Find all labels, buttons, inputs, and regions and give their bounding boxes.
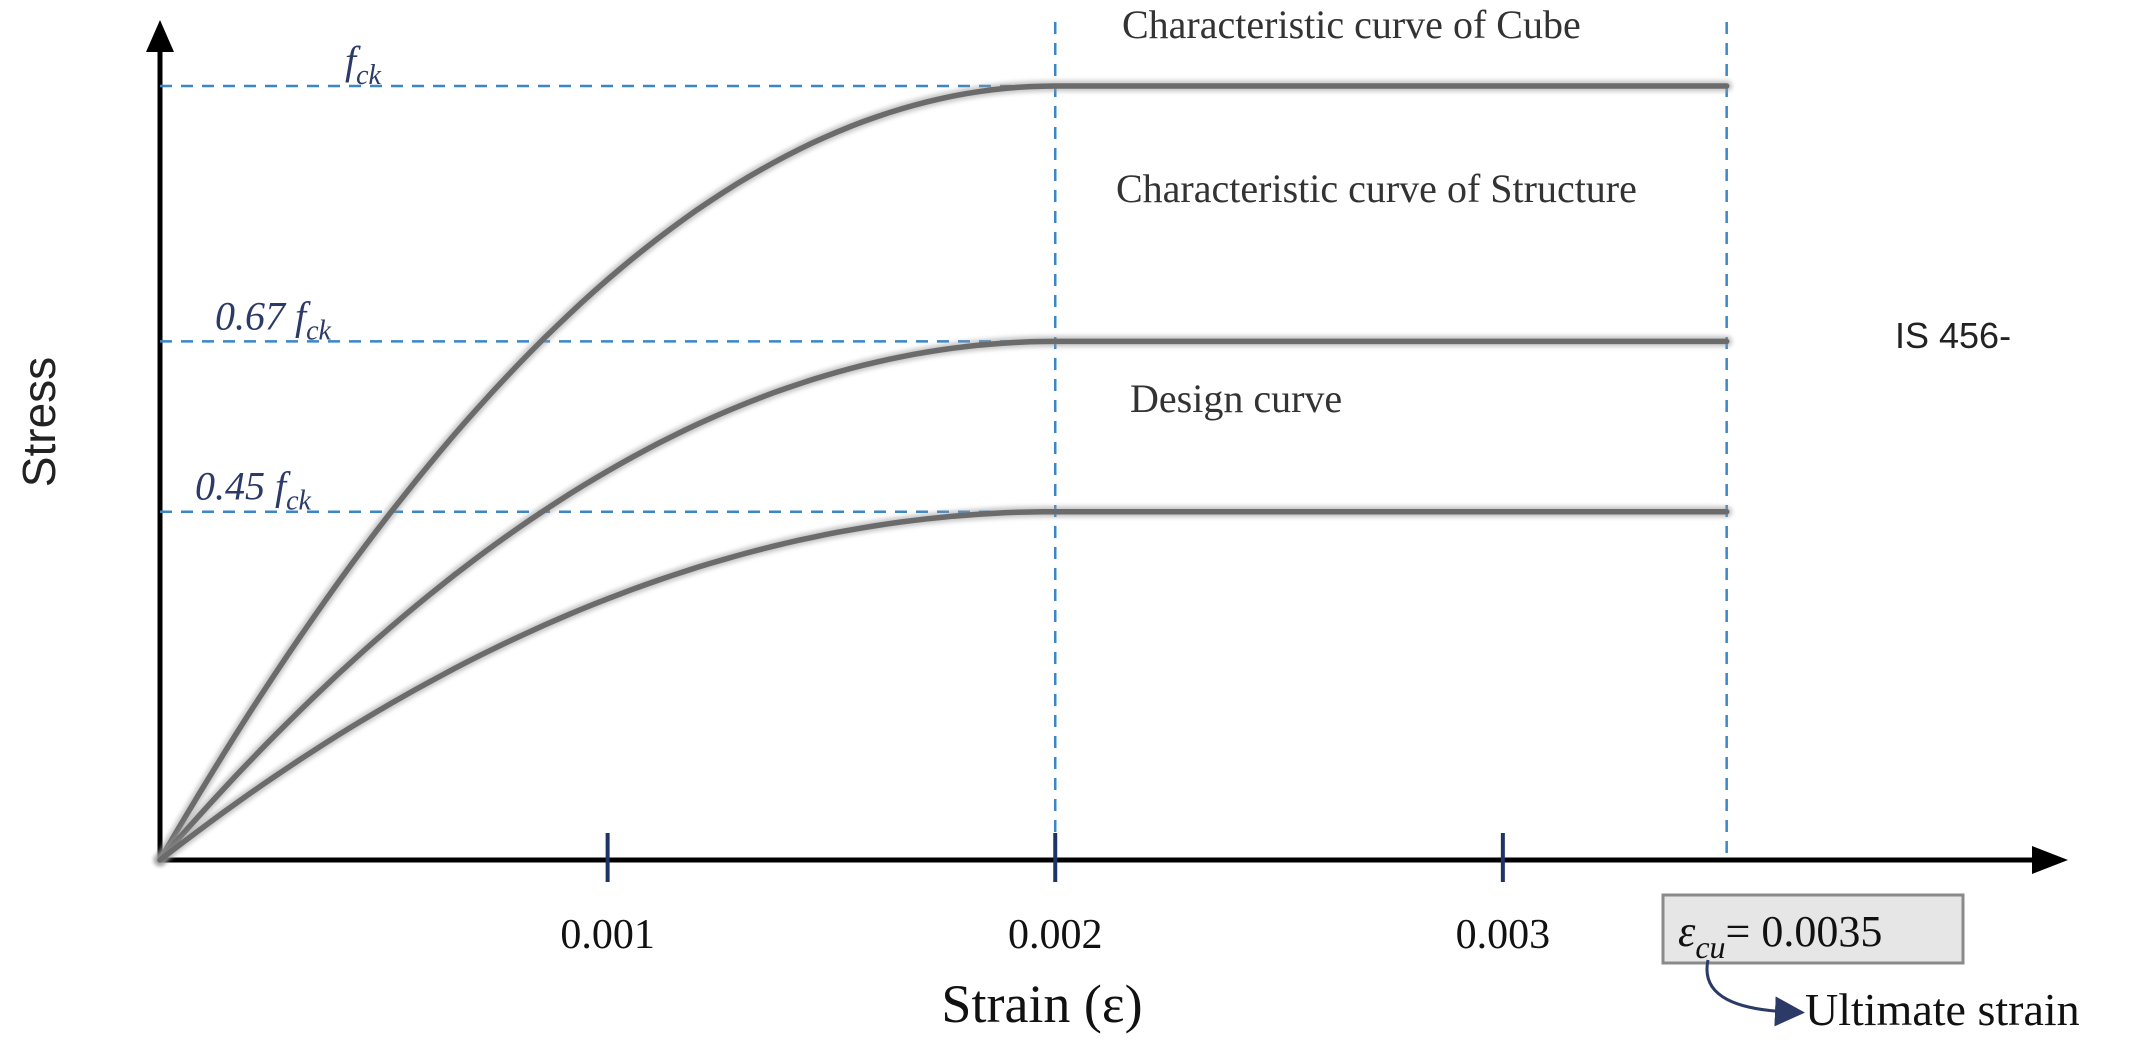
series-curve-shadow <box>154 335 1733 866</box>
ultimate-strain-value: = 0.0035 <box>1726 907 1883 956</box>
series-label: Characteristic curve of Structure <box>1116 166 1637 211</box>
series-curve <box>157 83 1730 863</box>
x-axis-arrowhead <box>2032 846 2068 874</box>
ultimate-strain-subscript: cu <box>1695 929 1725 965</box>
y-level-label-main: 0.67 f <box>215 293 311 338</box>
y-level-label-main: 0.45 f <box>195 464 291 509</box>
series-label: Characteristic curve of Cube <box>1122 2 1581 47</box>
x-axis-label: Strain (ε) <box>941 974 1142 1034</box>
series-curve <box>157 508 1730 863</box>
y-axis-arrowhead <box>146 20 174 52</box>
ultimate-strain-arrow <box>1705 959 1805 1027</box>
y-level-label: 0.67 fck <box>215 293 332 346</box>
ultimate-strain-symbol: ε <box>1678 907 1696 956</box>
y-level-label-subscript: ck <box>286 486 311 517</box>
standard-reference-note: IS 456- <box>1895 315 2011 356</box>
x-tick-label: 0.002 <box>1008 912 1103 958</box>
ultimate-strain-box <box>1661 893 1965 965</box>
ultimate-strain-note: Ultimate strain <box>1805 984 2080 1035</box>
x-tick-label: 0.001 <box>560 912 655 958</box>
y-level-label: 0.45 fck <box>195 464 312 517</box>
y-level-label: fck <box>345 38 382 91</box>
series-label: Design curve <box>1130 376 1342 421</box>
series-curve <box>157 338 1730 863</box>
y-level-label-subscript: ck <box>356 60 381 91</box>
y-level-label-subscript: ck <box>306 315 331 346</box>
x-tick-label: 0.003 <box>1456 912 1551 958</box>
ultimate-strain-label: εcu= 0.0035 <box>1678 907 1882 965</box>
y-axis-label: Stress <box>13 357 65 487</box>
series-curve-shadow <box>154 506 1733 866</box>
